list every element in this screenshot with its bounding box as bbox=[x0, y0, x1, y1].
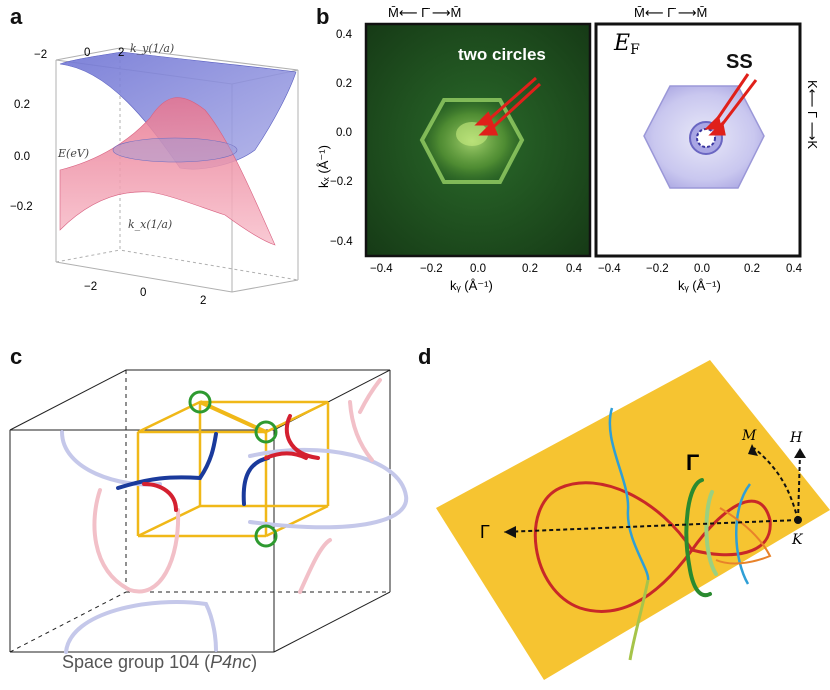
band-crossing-ring bbox=[112, 137, 238, 163]
xtick-r-3: 0.0 bbox=[694, 263, 710, 275]
ky-tick-3: 2 bbox=[118, 47, 124, 59]
faint-curves bbox=[60, 378, 409, 654]
e-tick-1: 0.2 bbox=[14, 99, 30, 111]
green-nodes bbox=[188, 390, 278, 548]
panel-letter-b: b bbox=[316, 4, 330, 29]
blue-nodal-lines bbox=[116, 432, 270, 506]
y-axis-label: kₓ (Å⁻¹) bbox=[316, 145, 331, 188]
xtick-l-2: −0.2 bbox=[420, 263, 443, 275]
x-axis-label-right: kᵧ (Å⁻¹) bbox=[678, 278, 721, 293]
gamma-large: Γ bbox=[686, 450, 699, 475]
label-H: H bbox=[789, 430, 803, 446]
x-axis-label-left: kᵧ (Å⁻¹) bbox=[450, 278, 493, 293]
red-nodal-lines bbox=[142, 414, 320, 512]
ytick-4: −0.2 bbox=[330, 176, 353, 188]
space-group-caption: Space group 104 (P4nc) bbox=[62, 652, 258, 672]
side-axis-right: K⟵ Γ ⟶K bbox=[805, 80, 820, 149]
ef-label: EF bbox=[613, 31, 640, 58]
annotation-arrows-right bbox=[704, 73, 758, 136]
yellow-plane bbox=[436, 360, 830, 680]
panel-c-nodal-lines bbox=[9, 369, 409, 654]
kx-tick-1: −2 bbox=[84, 281, 97, 293]
xtick-r-4: 0.2 bbox=[744, 263, 760, 275]
e-axis-label: E(eV) bbox=[57, 147, 89, 160]
panel-b-arpes: M̄⟵ Γ̄ ⟶M̄ M̄⟵ Γ̄ ⟶M̄ two circles 0.4 0.… bbox=[316, 5, 820, 293]
xtick-l-4: 0.2 bbox=[522, 263, 538, 275]
ytick-2: 0.2 bbox=[336, 78, 352, 90]
panel-letter-d: d bbox=[418, 344, 432, 369]
panel-d-fermi-surface: Γ Γ M H K bbox=[436, 360, 830, 680]
lower-band-surface bbox=[59, 97, 276, 246]
panel-letter-a: a bbox=[10, 4, 23, 29]
ky-tick-2: 0 bbox=[84, 47, 90, 59]
dashed-paths bbox=[503, 447, 801, 533]
xtick-r-1: −0.4 bbox=[598, 263, 621, 275]
annotation-two-circles: two circles bbox=[458, 45, 546, 64]
annotation-arrows-left bbox=[474, 76, 542, 136]
green-faint-contour bbox=[628, 579, 650, 661]
top-axis-right: M̄⟵ Γ̄ ⟶M̄ bbox=[634, 5, 707, 20]
xtick-l-3: 0.0 bbox=[470, 263, 486, 275]
arrow-heads bbox=[504, 444, 806, 538]
e-tick-3: −0.2 bbox=[10, 201, 33, 213]
annotation-ss: SS bbox=[726, 51, 753, 73]
xtick-r-2: −0.2 bbox=[646, 263, 669, 275]
xtick-l-1: −0.4 bbox=[370, 263, 393, 275]
orange-contour bbox=[715, 507, 772, 565]
xtick-r-5: 0.4 bbox=[786, 263, 803, 275]
ytick-5: −0.4 bbox=[330, 236, 353, 248]
xtick-l-5: 0.4 bbox=[566, 263, 583, 275]
outer-cube bbox=[9, 369, 391, 653]
gamma-left: Γ bbox=[480, 522, 490, 542]
k-point bbox=[794, 516, 802, 524]
ky-tick-1: −2 bbox=[34, 49, 47, 61]
ytick-3: 0.0 bbox=[336, 127, 352, 139]
kx-axis-label: k_x(1/a) bbox=[128, 218, 172, 231]
top-axis-left: M̄⟵ Γ̄ ⟶M̄ bbox=[388, 5, 461, 20]
label-M: M bbox=[741, 428, 757, 444]
label-K: K bbox=[791, 532, 804, 548]
panel-a-band-plot: −2 0 2 k_y(1/a) 0.2 0.0 −0.2 E(eV) k_x(1… bbox=[10, 42, 299, 307]
ytick-1: 0.4 bbox=[336, 29, 353, 41]
ky-axis-label: k_y(1/a) bbox=[130, 42, 174, 55]
gold-diagonal bbox=[199, 400, 267, 434]
e-tick-2: 0.0 bbox=[14, 151, 30, 163]
panel-letter-c: c bbox=[10, 344, 23, 369]
kx-tick-3: 2 bbox=[200, 295, 206, 307]
green-arcs bbox=[684, 478, 718, 598]
inner-box bbox=[136, 400, 330, 538]
blue-contours bbox=[608, 407, 751, 585]
kx-tick-2: 0 bbox=[140, 287, 146, 299]
arpes-inner-circle bbox=[456, 122, 488, 146]
